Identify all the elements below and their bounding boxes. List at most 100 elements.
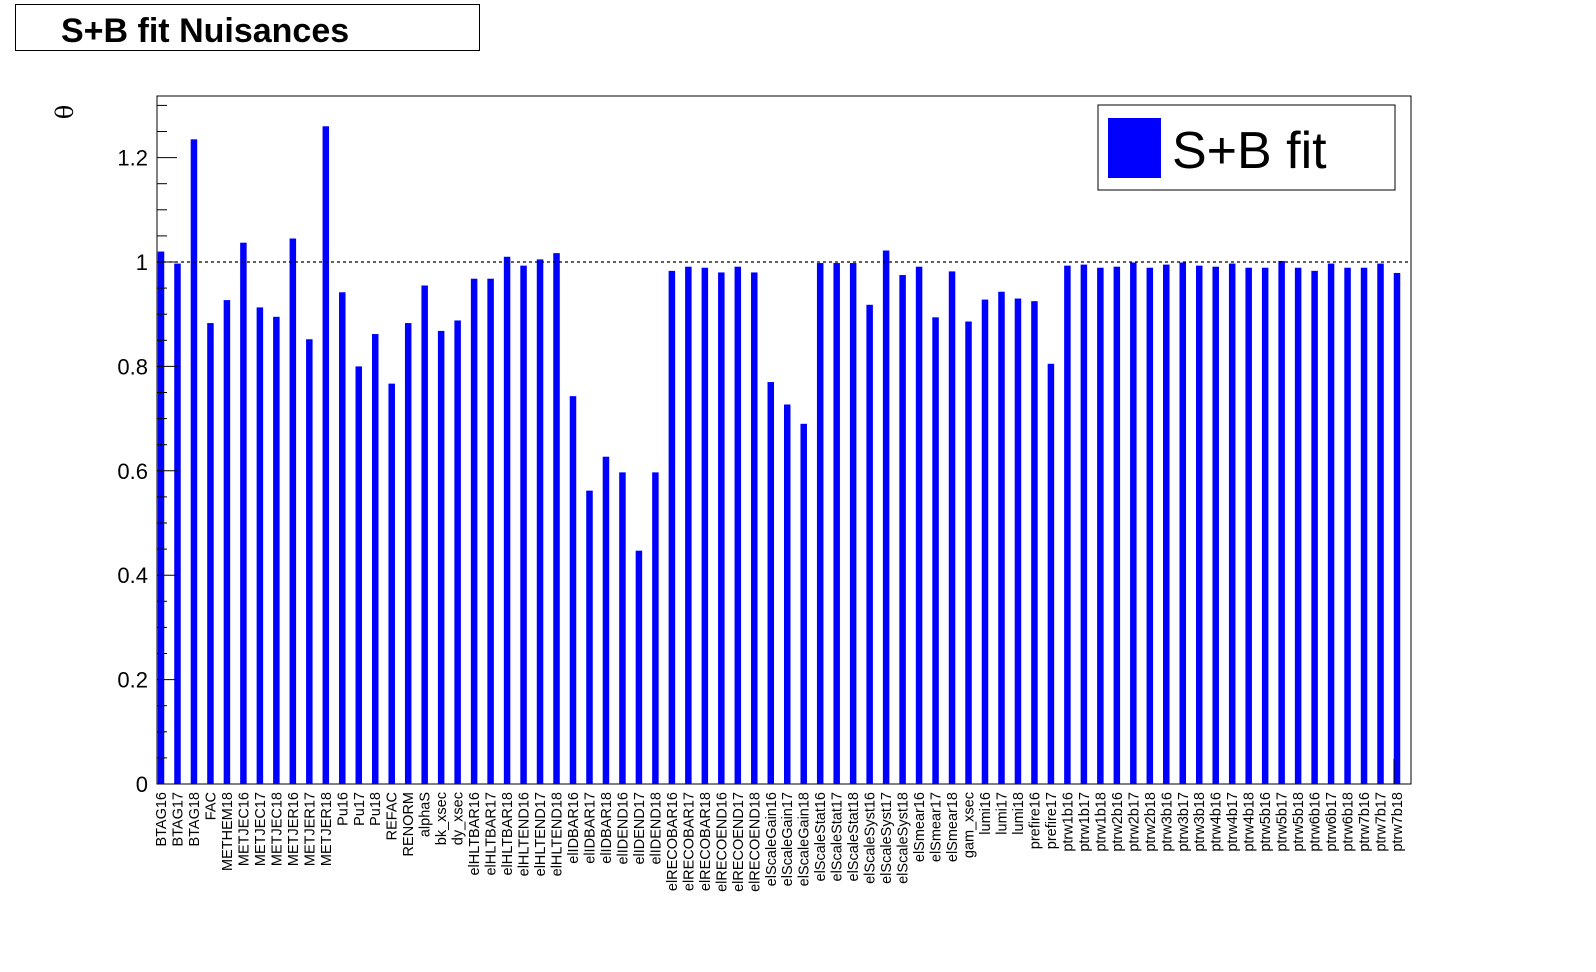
x-tick-labels: BTAG16 BTAG17 BTAG18 FAC METHEM18 METJEC16 MET…: [154, 792, 1406, 892]
bar-elIDBAR17: [586, 490, 593, 784]
bar-elScaleStat18: [849, 263, 857, 784]
x-tick-label: METJEC16: [236, 792, 252, 866]
x-tick-label: ptrw2b16: [1110, 792, 1126, 852]
x-tick-label: elHLTBAR17: [484, 792, 500, 876]
x-tick-label: elSmear18: [945, 792, 961, 862]
x-tick-label: elHLTEND16: [517, 792, 533, 876]
x-tick-label: FAC: [203, 792, 219, 820]
bar-ptrw6b16: [1311, 270, 1318, 784]
bar-ptrw6b17: [1327, 263, 1335, 784]
x-tick-label: ptrw5b17: [1275, 792, 1291, 852]
x-tick-label: METJEC17: [253, 792, 269, 866]
bar-elIDBAR16: [569, 396, 577, 784]
x-tick-label: ptrw7b17: [1374, 792, 1390, 852]
bar-lumi17: [998, 291, 1005, 784]
x-tick-label: prefire17: [1044, 792, 1060, 849]
x-tick-label: dy_xsec: [451, 792, 467, 845]
bar-ptrw1b18: [1097, 267, 1104, 784]
bar-elSmear16: [915, 266, 923, 784]
bar-ptrw2b18: [1146, 267, 1154, 784]
bar-ptrw3b16: [1163, 264, 1170, 784]
y-tick-label: 0.6: [117, 459, 148, 484]
x-tick-label: elRECOEND16: [714, 792, 730, 892]
bar-elRECOBAR18: [701, 267, 709, 784]
bars-layer: [157, 126, 1401, 785]
x-tick-label: bk_xsec: [434, 792, 450, 845]
bar-alphaS: [421, 285, 428, 784]
x-tick-label: ptrw1b18: [1093, 792, 1109, 852]
bar-METJER16: [289, 238, 297, 784]
x-tick-label: alphaS: [418, 792, 434, 837]
bar-elScaleGain18: [800, 423, 807, 784]
x-tick-label: ptrw3b16: [1159, 792, 1175, 852]
x-tick-label: METJER17: [302, 792, 318, 866]
bar-elRECOEND18: [751, 272, 758, 784]
bar-elIDEND16: [619, 472, 626, 784]
x-tick-label: BTAG18: [187, 792, 203, 847]
x-tick-label: elScaleGain18: [797, 792, 813, 886]
bar-ptrw1b17: [1080, 264, 1088, 784]
x-tick-label: elScaleStat18: [846, 792, 862, 881]
bar-elHLTBAR17: [487, 278, 494, 784]
bar-RENORM: [404, 323, 412, 784]
bar-ptrw1b16: [1064, 265, 1071, 784]
x-tick-label: lumi17: [994, 792, 1010, 835]
bar-ptrw7b17: [1377, 263, 1384, 784]
x-tick-label: elIDEND18: [648, 792, 664, 865]
bar-dy_xsec: [454, 320, 461, 784]
bar-ptrw6b18: [1344, 267, 1351, 784]
x-tick-label: REFAC: [385, 792, 401, 840]
y-tick-label: 0: [136, 772, 148, 797]
bar-elScaleStat16: [816, 263, 824, 784]
x-tick-label: Pu18: [368, 792, 384, 826]
x-tick-label: ptrw5b16: [1258, 792, 1274, 852]
legend-swatch: [1108, 118, 1161, 178]
bar-elHLTBAR18: [503, 256, 511, 784]
y-axis-label: θ: [51, 105, 79, 119]
x-tick-label: elIDBAR16: [566, 792, 582, 864]
legend: S+B fit: [1097, 104, 1396, 191]
title-box: S+B fit Nuisances: [15, 4, 480, 51]
x-tick-label: elHLTBAR16: [467, 792, 483, 876]
bar-ptrw7b18: [1393, 272, 1401, 784]
x-tick-label: ptrw6b17: [1324, 792, 1340, 852]
bar-REFAC: [388, 383, 395, 784]
x-tick-label: ptrw7b16: [1357, 792, 1373, 852]
bar-ptrw5b16: [1261, 267, 1269, 784]
x-tick-label: elHLTEND17: [533, 792, 549, 876]
x-tick-label: elIDEND17: [632, 792, 648, 865]
bar-ptrw7b16: [1360, 267, 1368, 784]
x-tick-label: elRECOBAR16: [665, 792, 681, 891]
bar-lumi18: [1014, 298, 1022, 784]
bar-prefire17: [1047, 363, 1055, 784]
x-tick-label: ptrw4b16: [1209, 792, 1225, 852]
bar-METJER18: [322, 126, 330, 784]
x-tick-label: METJER18: [319, 792, 335, 866]
bar-ptrw4b17: [1228, 263, 1236, 784]
x-tick-label: ptrw7b18: [1390, 792, 1406, 852]
bar-elScaleSyst17: [882, 250, 890, 784]
x-tick-label: elScaleGain17: [780, 792, 796, 886]
bar-ptrw5b17: [1278, 260, 1285, 785]
bar-elIDBAR18: [602, 456, 610, 784]
bar-elScaleSyst18: [899, 275, 906, 784]
x-tick-label: elScaleSyst16: [863, 792, 879, 884]
bar-elHLTEND16: [520, 265, 527, 784]
bar-elHLTBAR16: [470, 278, 478, 784]
bar-elRECOEND17: [734, 266, 742, 784]
bar-ptrw4b18: [1245, 267, 1252, 784]
legend-label: S+B fit: [1172, 122, 1327, 180]
bar-ptrw4b16: [1212, 266, 1219, 784]
x-tick-label: elSmear16: [912, 792, 928, 862]
x-tick-label: elIDEND16: [615, 792, 631, 865]
x-tick-label: RENORM: [401, 792, 417, 856]
bar-elSmear18: [948, 271, 956, 784]
x-tick-label: ptrw4b17: [1225, 792, 1241, 852]
x-tick-label: elScaleSyst17: [879, 792, 895, 884]
x-tick-label: METJER16: [286, 792, 302, 866]
x-tick-label: elHLTBAR18: [500, 792, 516, 876]
chart-title: S+B fit Nuisances: [61, 12, 350, 50]
y-tick-label: 1: [136, 250, 148, 275]
x-tick-label: lumi18: [1011, 792, 1027, 835]
